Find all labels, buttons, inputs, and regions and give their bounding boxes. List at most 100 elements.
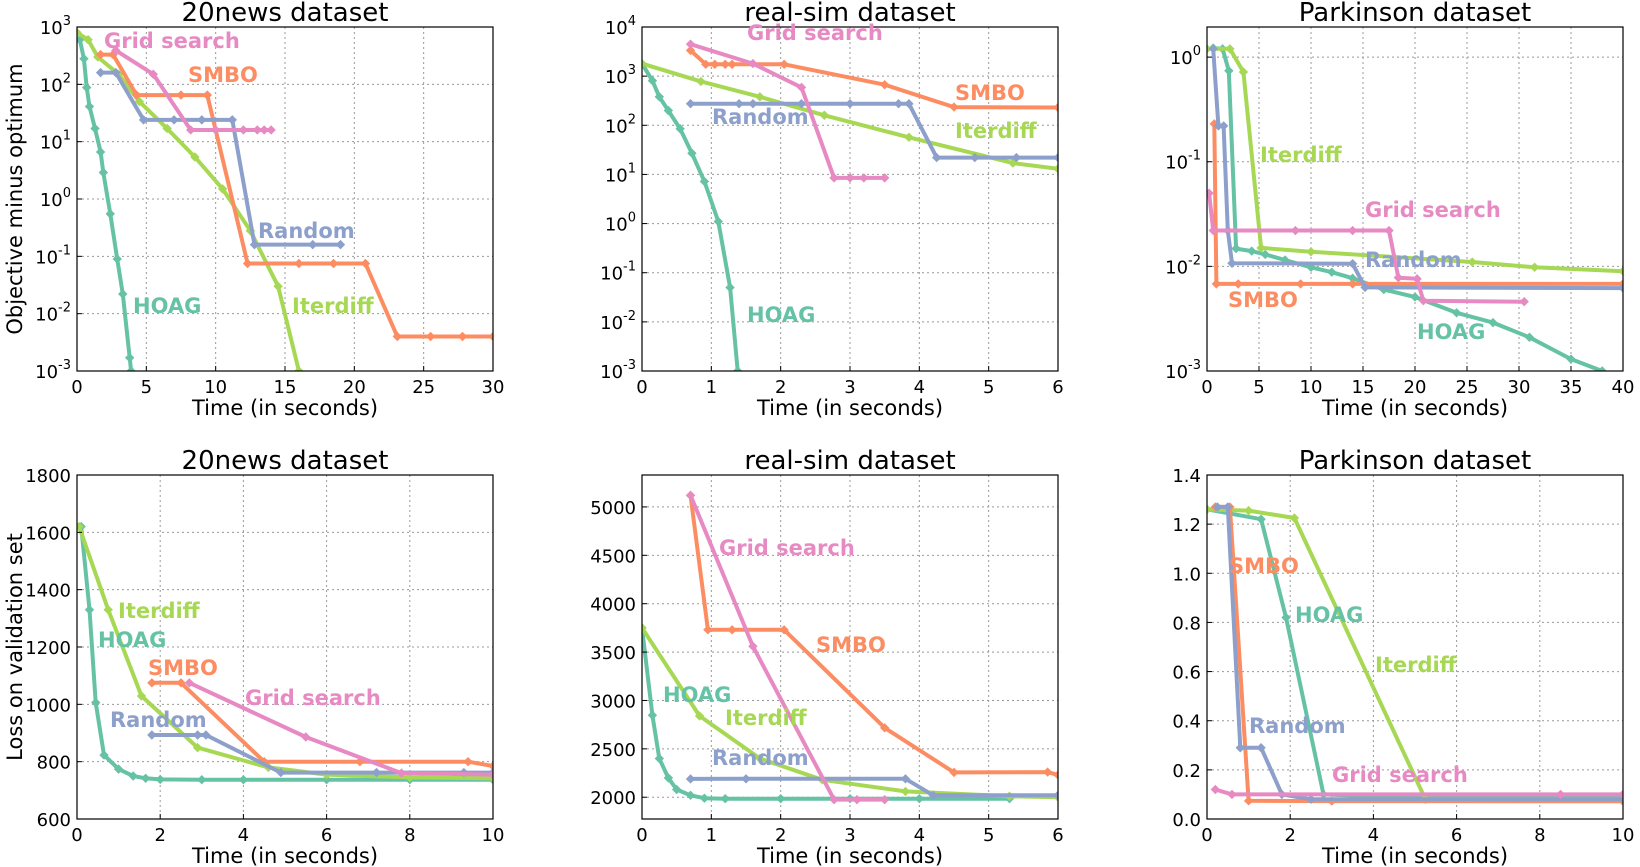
y-tick-label: 102	[605, 112, 636, 137]
tick-exponent: 1	[63, 129, 71, 144]
data-point-iterdiff	[1256, 243, 1266, 253]
data-point-hoag	[671, 784, 682, 795]
data-point-iterdiff	[1618, 266, 1623, 276]
series-label-iterdiff: Iterdiff	[1260, 143, 1343, 167]
y-tick-label: 101	[40, 129, 71, 154]
series-label-random: Random	[1249, 714, 1346, 738]
series-label-hoag: HOAG	[747, 303, 815, 327]
data-point-random	[169, 115, 179, 125]
series-label-grid-search: Grid search	[747, 21, 883, 45]
data-point-hoag	[675, 124, 685, 134]
series-line-random	[151, 733, 493, 775]
data-point-hoag	[321, 775, 332, 785]
subplot-3: 0 5 10 15 20 25 30 35 4010-310-210-1100Parkinson…	[1165, 0, 1634, 420]
tick-base: 10	[40, 133, 63, 154]
data-point-smbo	[1295, 279, 1306, 289]
series-label-grid-search: Grid search	[245, 686, 381, 710]
data-point-smbo	[147, 678, 157, 688]
series-label-hoag: HOAG	[98, 628, 166, 652]
x-tick-label: 5	[1253, 377, 1264, 398]
data-point-random	[249, 239, 260, 250]
y-tick-label: 1.4	[1172, 466, 1201, 487]
y-tick-label: 4500	[590, 546, 636, 567]
data-point-grid-search	[184, 678, 195, 688]
data-point-iterdiff	[819, 110, 830, 120]
x-tick-label: 6	[1052, 377, 1063, 398]
data-point-iterdiff	[1238, 67, 1249, 77]
data-point-hoag	[238, 775, 249, 785]
data-point-hoag	[647, 75, 658, 86]
tick-exponent: -2	[58, 301, 71, 316]
tick-exponent: 0	[63, 186, 71, 201]
series-line-hoag	[79, 526, 493, 782]
y-tick-label: 3000	[590, 691, 636, 712]
y-tick-label: 10-1	[35, 243, 71, 268]
data-point-hoag	[687, 148, 697, 158]
tick-exponent: 2	[628, 112, 636, 127]
series-label-random: Random	[712, 105, 809, 129]
data-point-random	[904, 98, 914, 109]
y-tick-label: 800	[37, 753, 71, 774]
plot-area	[642, 490, 1058, 805]
data-point-smbo	[1053, 102, 1058, 113]
data-point-iterdiff	[77, 521, 84, 532]
data-point-smbo	[685, 45, 696, 56]
data-point-iterdiff	[904, 132, 914, 142]
x-tick-label: 2	[775, 825, 786, 846]
y-tick-label: 10-2	[1165, 253, 1201, 278]
data-point-random	[335, 239, 346, 250]
data-point-grid-search	[796, 82, 807, 93]
y-tick-label: 0.4	[1172, 712, 1201, 733]
data-point-smbo	[176, 90, 186, 100]
data-point-iterdiff	[1529, 262, 1540, 272]
y-tick-label: 0.2	[1172, 761, 1201, 782]
data-point-hoag	[699, 176, 710, 187]
data-point-hoag	[197, 775, 207, 785]
data-point-smbo	[879, 79, 890, 90]
data-point-hoag	[1281, 612, 1291, 623]
y-tick-label: 10-1	[1165, 149, 1201, 174]
series-label-smbo: SMBO	[816, 633, 886, 657]
data-point-grid-search	[879, 173, 890, 183]
data-point-hoag	[112, 254, 122, 264]
data-point-iterdiff	[1467, 257, 1477, 267]
series-label-hoag: HOAG	[1295, 603, 1363, 627]
series-label-hoag: HOAG	[663, 683, 731, 707]
data-point-smbo	[949, 767, 959, 778]
data-point-hoag	[113, 764, 124, 774]
tick-exponent: 0	[628, 211, 636, 226]
y-axis-label: Loss on validation set	[3, 533, 27, 761]
series-label-random: Random	[712, 746, 809, 770]
data-point-iterdiff	[192, 742, 203, 753]
tick-base: 10	[605, 165, 628, 186]
x-tick-label: 1	[706, 377, 717, 398]
data-point-grid-search	[748, 58, 758, 69]
data-point-smbo	[488, 331, 493, 342]
data-point-smbo	[949, 102, 959, 112]
y-tick-label: 10-3	[600, 358, 636, 383]
data-point-iterdiff	[1225, 44, 1235, 54]
x-tick-label: 0	[1201, 825, 1212, 846]
data-point-iterdiff	[273, 281, 283, 292]
x-axis-label: Time (in seconds)	[756, 396, 943, 420]
y-axis-label: Objective minus optimum	[3, 63, 27, 334]
data-point-hoag	[95, 147, 106, 157]
data-point-iterdiff	[1008, 158, 1018, 168]
subplot-5: 0 1 2 3 4 5 6 2000 2500 3000 3500 4000 4500 5000 real-…	[590, 446, 1064, 867]
data-point-hoag	[647, 710, 658, 720]
data-point-iterdiff	[1053, 164, 1058, 174]
data-point-hoag	[775, 793, 786, 804]
series-line-hoag	[642, 62, 740, 371]
data-point-smbo	[720, 59, 730, 70]
series-label-grid-search: Grid search	[1332, 763, 1468, 787]
data-point-iterdiff	[405, 772, 415, 783]
data-point-smbo	[328, 258, 339, 269]
y-tick-label: 1200	[25, 638, 71, 659]
data-point-hoag	[725, 282, 735, 293]
tick-base: 10	[600, 264, 623, 285]
chart-title: 20news dataset	[182, 0, 389, 28]
data-point-random	[685, 98, 696, 109]
data-point-smbo	[1347, 279, 1358, 289]
data-point-iterdiff	[294, 366, 304, 371]
